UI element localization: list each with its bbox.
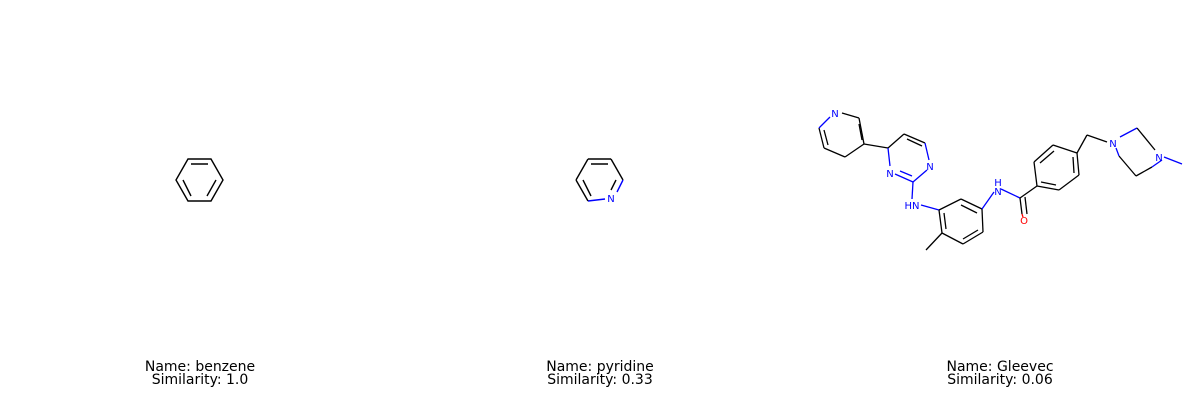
carbonyl-oxygen-label: O <box>1020 216 1028 227</box>
pyridine-structure: N <box>575 158 624 205</box>
molecule-similarity: Similarity: 0.06 <box>947 372 1053 388</box>
molecule-similarity: Similarity: 1.0 <box>151 372 249 388</box>
pyridine-nitrogen-label: N <box>831 109 838 120</box>
molecule-panel-gleevec: N N N HN H N O N N Name: Gleevec Similar… <box>800 0 1200 400</box>
pyrimidine-nitrogen-label: N <box>886 169 893 180</box>
gleevec-bonds <box>818 112 1183 251</box>
amide-h-label: H <box>994 178 1002 189</box>
nitrogen-atom-label: N <box>607 194 614 205</box>
piperazine-nitrogen-label: N <box>1155 153 1162 164</box>
molecule-panel-pyridine: N Name: pyridine Similarity: 0.33 <box>400 0 800 400</box>
molecule-name: Name: benzene <box>144 359 256 375</box>
molecule-name: Name: pyridine <box>546 359 654 375</box>
benzene-ring <box>175 158 224 202</box>
molecule-similarity: Similarity: 0.33 <box>547 372 653 388</box>
benzene-structure <box>175 158 224 202</box>
pyridine-ring <box>575 158 624 202</box>
molecule-name: Name: Gleevec <box>946 359 1054 375</box>
pyrimidine-nitrogen-label: N <box>926 162 933 173</box>
gleevec-structure: N N N HN H N O N N <box>818 109 1183 251</box>
amide-nitrogen-label: N <box>994 187 1001 198</box>
amine-nh-label: HN <box>905 201 920 212</box>
piperazine-nitrogen-label: N <box>1109 139 1116 150</box>
molecule-panel-benzene: Name: benzene Similarity: 1.0 <box>0 0 400 400</box>
